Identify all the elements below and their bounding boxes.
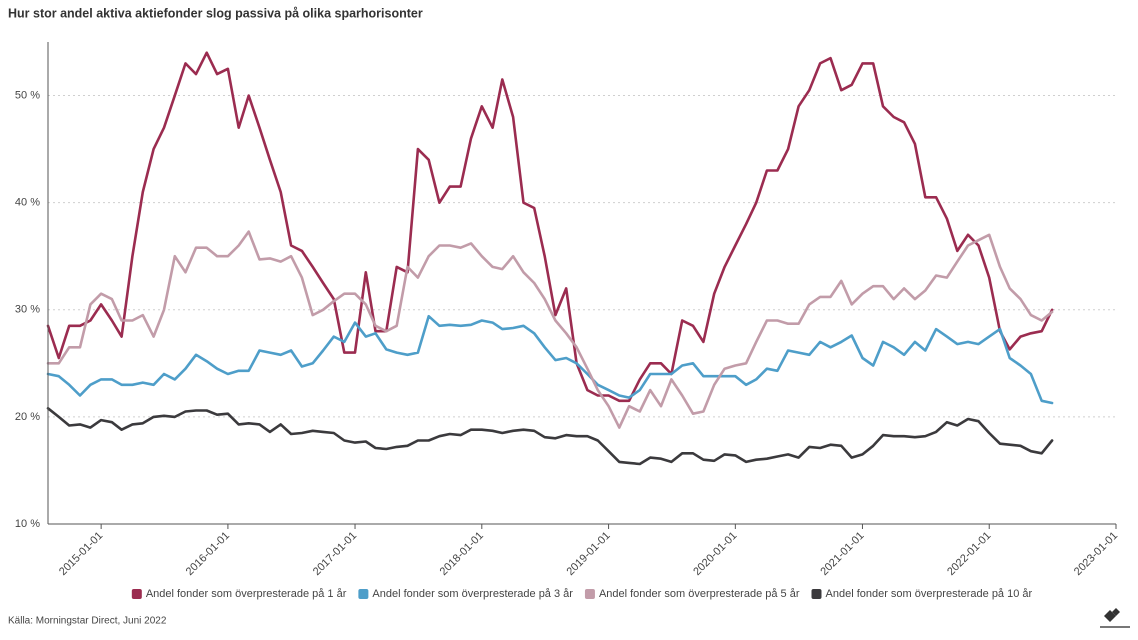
x-tick-label: 2018-01-01 xyxy=(438,530,486,578)
plot-area xyxy=(46,51,1054,466)
source-note: Källa: Morningstar Direct, Juni 2022 xyxy=(8,616,167,627)
legend-item: Andel fonder som överpresterade på 3 år xyxy=(358,588,573,600)
x-tick-label: 2016-01-01 xyxy=(184,530,232,578)
y-tick-label: 10 % xyxy=(15,518,40,530)
legend-label: Andel fonder som överpresterade på 5 år xyxy=(599,588,800,600)
series-line xyxy=(46,230,1054,429)
grid xyxy=(48,95,1116,525)
legend-swatch xyxy=(584,589,595,599)
x-tick-label: 2022-01-01 xyxy=(945,530,993,578)
x-tick-label: 2020-01-01 xyxy=(691,530,739,578)
x-tick-label: 2015-01-01 xyxy=(57,530,105,578)
legend-swatch xyxy=(811,589,822,599)
legend-swatch xyxy=(358,589,369,599)
y-tick-label: 50 % xyxy=(15,89,40,101)
legend-swatch xyxy=(131,589,142,599)
legend-item: Andel fonder som överpresterade på 10 år xyxy=(811,588,1033,600)
x-tick-label: 2023-01-01 xyxy=(1072,530,1120,578)
y-tick-label: 30 % xyxy=(15,304,40,316)
legend: Andel fonder som överpresterade på 1 år A… xyxy=(131,588,1033,600)
legend-label: Andel fonder som överpresterade på 10 år xyxy=(826,588,1033,600)
legend-item: Andel fonder som överpresterade på 5 år xyxy=(584,588,800,600)
y-tick-label: 20 % xyxy=(15,411,40,423)
series-line xyxy=(46,51,1054,403)
series-line xyxy=(46,407,1054,466)
legend-item: Andel fonder som överpresterade på 1 år xyxy=(131,588,347,600)
x-tick-label: 2021-01-01 xyxy=(818,530,866,578)
logo xyxy=(1100,608,1130,628)
x-tick-label: 2019-01-01 xyxy=(564,530,612,578)
series-line xyxy=(46,314,1054,405)
legend-label: Andel fonder som överpresterade på 3 år xyxy=(372,588,573,600)
y-tick-label: 40 % xyxy=(15,197,40,209)
x-tick-label: 2017-01-01 xyxy=(311,530,359,578)
chart-title: Hur stor andel aktiva aktiefonder slog p… xyxy=(8,6,423,20)
legend-label: Andel fonder som överpresterade på 1 år xyxy=(146,588,347,600)
